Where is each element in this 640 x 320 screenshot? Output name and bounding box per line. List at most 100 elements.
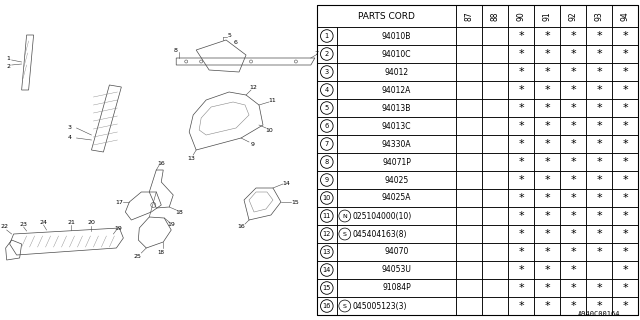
Bar [534, 5, 560, 27]
Text: *: * [622, 247, 628, 257]
Bar [317, 189, 337, 207]
Text: *: * [518, 139, 524, 149]
Bar [508, 189, 534, 207]
Bar [612, 279, 638, 297]
Bar [508, 63, 534, 81]
Text: 94: 94 [621, 11, 630, 21]
Bar [560, 243, 586, 261]
Bar [534, 171, 560, 189]
Bar [612, 243, 638, 261]
Text: *: * [545, 283, 550, 293]
Text: 94025A: 94025A [382, 194, 412, 203]
Text: 94071P: 94071P [382, 157, 411, 166]
Bar [534, 135, 560, 153]
Text: *: * [622, 121, 628, 131]
Text: *: * [570, 193, 576, 203]
Bar [586, 171, 612, 189]
Text: 91084P: 91084P [382, 284, 411, 292]
Bar [337, 279, 456, 297]
Text: 94025: 94025 [385, 175, 409, 185]
Text: 20: 20 [88, 220, 95, 226]
Text: 90: 90 [517, 11, 526, 21]
Text: *: * [545, 157, 550, 167]
Text: *: * [596, 85, 602, 95]
Text: *: * [545, 49, 550, 59]
Bar [612, 117, 638, 135]
Bar [586, 279, 612, 297]
Text: *: * [570, 175, 576, 185]
Text: 5: 5 [324, 105, 329, 111]
Bar [534, 243, 560, 261]
Bar [586, 117, 612, 135]
Bar [586, 153, 612, 171]
Bar [337, 297, 456, 315]
Bar [560, 5, 586, 27]
Text: *: * [545, 85, 550, 95]
Text: *: * [622, 301, 628, 311]
Text: 14: 14 [282, 180, 290, 186]
Text: *: * [570, 265, 576, 275]
Bar [456, 117, 483, 135]
Text: 24: 24 [40, 220, 47, 225]
Bar [612, 45, 638, 63]
Text: 94010B: 94010B [382, 31, 412, 41]
Text: *: * [622, 265, 628, 275]
Bar [483, 45, 508, 63]
Text: 17: 17 [115, 199, 124, 204]
Text: *: * [622, 139, 628, 149]
Bar [456, 189, 483, 207]
Text: 22: 22 [1, 225, 9, 229]
Text: *: * [518, 121, 524, 131]
Bar [508, 117, 534, 135]
Bar [586, 189, 612, 207]
Text: *: * [518, 193, 524, 203]
Text: *: * [596, 121, 602, 131]
Text: 9: 9 [324, 177, 329, 183]
Bar [456, 243, 483, 261]
Bar [483, 189, 508, 207]
Bar [317, 225, 337, 243]
Text: *: * [622, 67, 628, 77]
Text: 13: 13 [188, 156, 195, 161]
Text: S: S [343, 231, 347, 236]
Text: *: * [596, 211, 602, 221]
Bar [337, 261, 456, 279]
Text: 16: 16 [157, 161, 165, 165]
Bar [508, 279, 534, 297]
Bar [337, 27, 456, 45]
Bar [317, 297, 337, 315]
Text: *: * [596, 49, 602, 59]
Bar [560, 171, 586, 189]
Bar [508, 99, 534, 117]
Text: 94010C: 94010C [382, 50, 412, 59]
Bar [586, 261, 612, 279]
Bar [317, 153, 337, 171]
Text: 5: 5 [227, 33, 231, 37]
Bar [317, 207, 337, 225]
Bar [508, 243, 534, 261]
Bar [586, 27, 612, 45]
Bar [586, 207, 612, 225]
Text: 87: 87 [465, 11, 474, 21]
Text: PARTS CORD: PARTS CORD [358, 12, 415, 20]
Bar [560, 189, 586, 207]
Text: *: * [518, 229, 524, 239]
Bar [612, 171, 638, 189]
Text: *: * [622, 175, 628, 185]
Bar [317, 27, 337, 45]
Text: 12: 12 [323, 231, 331, 237]
Bar [317, 5, 638, 315]
Bar [534, 261, 560, 279]
Text: 12: 12 [249, 84, 257, 90]
Bar [508, 207, 534, 225]
Bar [483, 279, 508, 297]
Bar [483, 297, 508, 315]
Bar [534, 189, 560, 207]
Text: 91: 91 [543, 11, 552, 21]
Text: 94330A: 94330A [382, 140, 412, 148]
Text: 15: 15 [291, 199, 299, 204]
Bar [508, 81, 534, 99]
Text: 14: 14 [323, 267, 331, 273]
Bar [456, 63, 483, 81]
Bar [586, 5, 612, 27]
